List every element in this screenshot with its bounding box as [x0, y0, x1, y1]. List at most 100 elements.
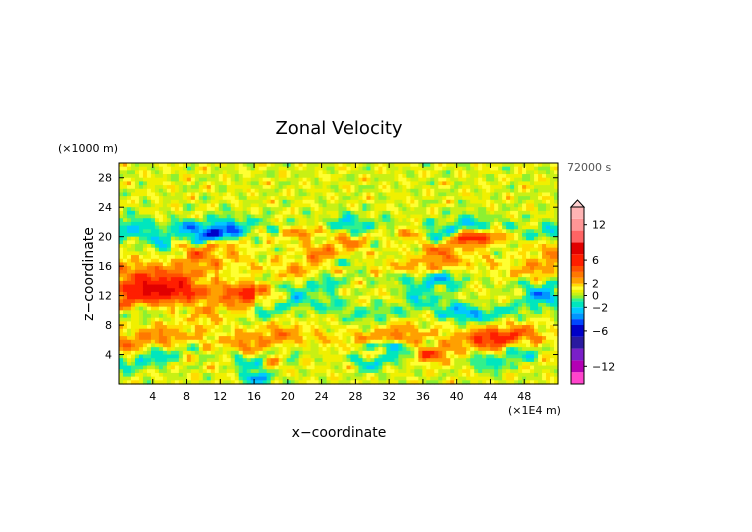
heatmap-cell — [486, 244, 491, 249]
heatmap-cell — [486, 170, 491, 175]
heatmap-cell — [458, 310, 463, 315]
heatmap-cell — [370, 207, 376, 212]
heatmap-cell — [426, 295, 431, 300]
heatmap-cell — [458, 306, 463, 311]
heatmap-cell — [362, 192, 368, 197]
heatmap-cell — [450, 170, 455, 175]
heatmap-cell — [498, 306, 503, 311]
heatmap-cell — [290, 203, 296, 208]
heatmap-cell — [338, 266, 344, 271]
heatmap-cell — [350, 306, 356, 311]
heatmap-cell — [346, 232, 352, 238]
heatmap-cell — [286, 174, 292, 179]
heatmap-cell — [286, 188, 292, 194]
heatmap-cell — [186, 177, 192, 183]
heatmap-cell — [322, 258, 328, 264]
heatmap-cell — [222, 284, 228, 289]
heatmap-cell — [206, 244, 212, 249]
heatmap-cell — [530, 221, 535, 227]
heatmap-cell — [466, 262, 471, 267]
heatmap-cell — [510, 280, 515, 286]
heatmap-cell — [210, 302, 216, 308]
heatmap-cell — [490, 188, 495, 194]
heatmap-cell — [502, 310, 507, 315]
heatmap-cell — [210, 188, 216, 194]
heatmap-cell — [222, 273, 228, 278]
heatmap-cell — [286, 185, 292, 190]
heatmap-cell — [422, 225, 427, 230]
heatmap-cell — [218, 166, 224, 171]
heatmap-cell — [498, 291, 503, 297]
heatmap-cell — [214, 185, 220, 190]
heatmap-cell — [266, 262, 272, 267]
heatmap-cell — [430, 163, 435, 168]
heatmap-cell — [526, 207, 531, 212]
heatmap-cell — [242, 192, 248, 197]
heatmap-cell — [178, 288, 184, 293]
heatmap-cell — [382, 317, 387, 322]
heatmap-cell — [414, 280, 419, 286]
heatmap-cell — [466, 166, 471, 171]
heatmap-cell — [366, 277, 372, 282]
heatmap-cell — [554, 269, 559, 275]
heatmap-cell — [154, 240, 160, 245]
heatmap-cell — [514, 210, 519, 216]
heatmap-cell — [202, 232, 208, 238]
heatmap-cell — [510, 218, 515, 223]
heatmap-cell — [406, 258, 411, 264]
heatmap-cell — [494, 214, 499, 219]
heatmap-cell — [282, 321, 288, 326]
heatmap-cell — [426, 291, 431, 297]
heatmap-cell — [470, 299, 475, 304]
heatmap-cell — [478, 218, 483, 223]
heatmap-cell — [226, 321, 232, 326]
heatmap-cell — [294, 258, 300, 264]
heatmap-cell — [282, 236, 288, 241]
heatmap-cell — [434, 280, 439, 286]
heatmap-cell — [342, 317, 348, 322]
heatmap-cell — [546, 284, 551, 289]
heatmap-cell — [486, 185, 491, 190]
heatmap-cell — [270, 177, 276, 183]
heatmap-cell — [442, 251, 447, 256]
heatmap-cell — [478, 262, 483, 267]
heatmap-cell — [334, 181, 340, 186]
heatmap-cell — [334, 192, 340, 197]
heatmap-cell — [446, 166, 451, 171]
heatmap-cell — [514, 306, 519, 311]
heatmap-cell — [306, 185, 312, 190]
heatmap-cell — [486, 229, 491, 234]
heatmap-cell — [446, 288, 451, 293]
heatmap-cell — [462, 247, 467, 252]
heatmap-cell — [194, 221, 200, 227]
heatmap-cell — [122, 244, 128, 249]
heatmap-cell — [126, 229, 132, 234]
heatmap-cell — [486, 314, 491, 319]
heatmap-cell — [166, 310, 172, 315]
heatmap-cell — [382, 321, 387, 326]
heatmap-cell — [494, 192, 499, 197]
heatmap-cell — [246, 188, 252, 194]
heatmap-cell — [422, 299, 427, 304]
heatmap-cell — [218, 232, 224, 238]
heatmap-cell — [326, 203, 332, 208]
heatmap-cell — [130, 207, 136, 212]
heatmap-cell — [170, 269, 176, 275]
heatmap-cell — [334, 255, 340, 260]
heatmap-cell — [486, 306, 491, 311]
heatmap-cell — [422, 188, 427, 194]
heatmap-cell — [374, 185, 380, 190]
heatmap-cell — [142, 240, 148, 245]
heatmap-cell — [494, 284, 499, 289]
heatmap-cell — [474, 280, 479, 286]
heatmap-cell — [546, 306, 551, 311]
heatmap-cell — [134, 317, 140, 322]
heatmap-cell — [318, 236, 324, 241]
heatmap-cell — [398, 232, 403, 238]
heatmap-cell — [138, 325, 144, 330]
heatmap-cell — [334, 210, 340, 216]
heatmap-cell — [214, 170, 220, 175]
heatmap-cell — [158, 302, 164, 308]
heatmap-cell — [434, 170, 439, 175]
heatmap-cell — [302, 288, 308, 293]
